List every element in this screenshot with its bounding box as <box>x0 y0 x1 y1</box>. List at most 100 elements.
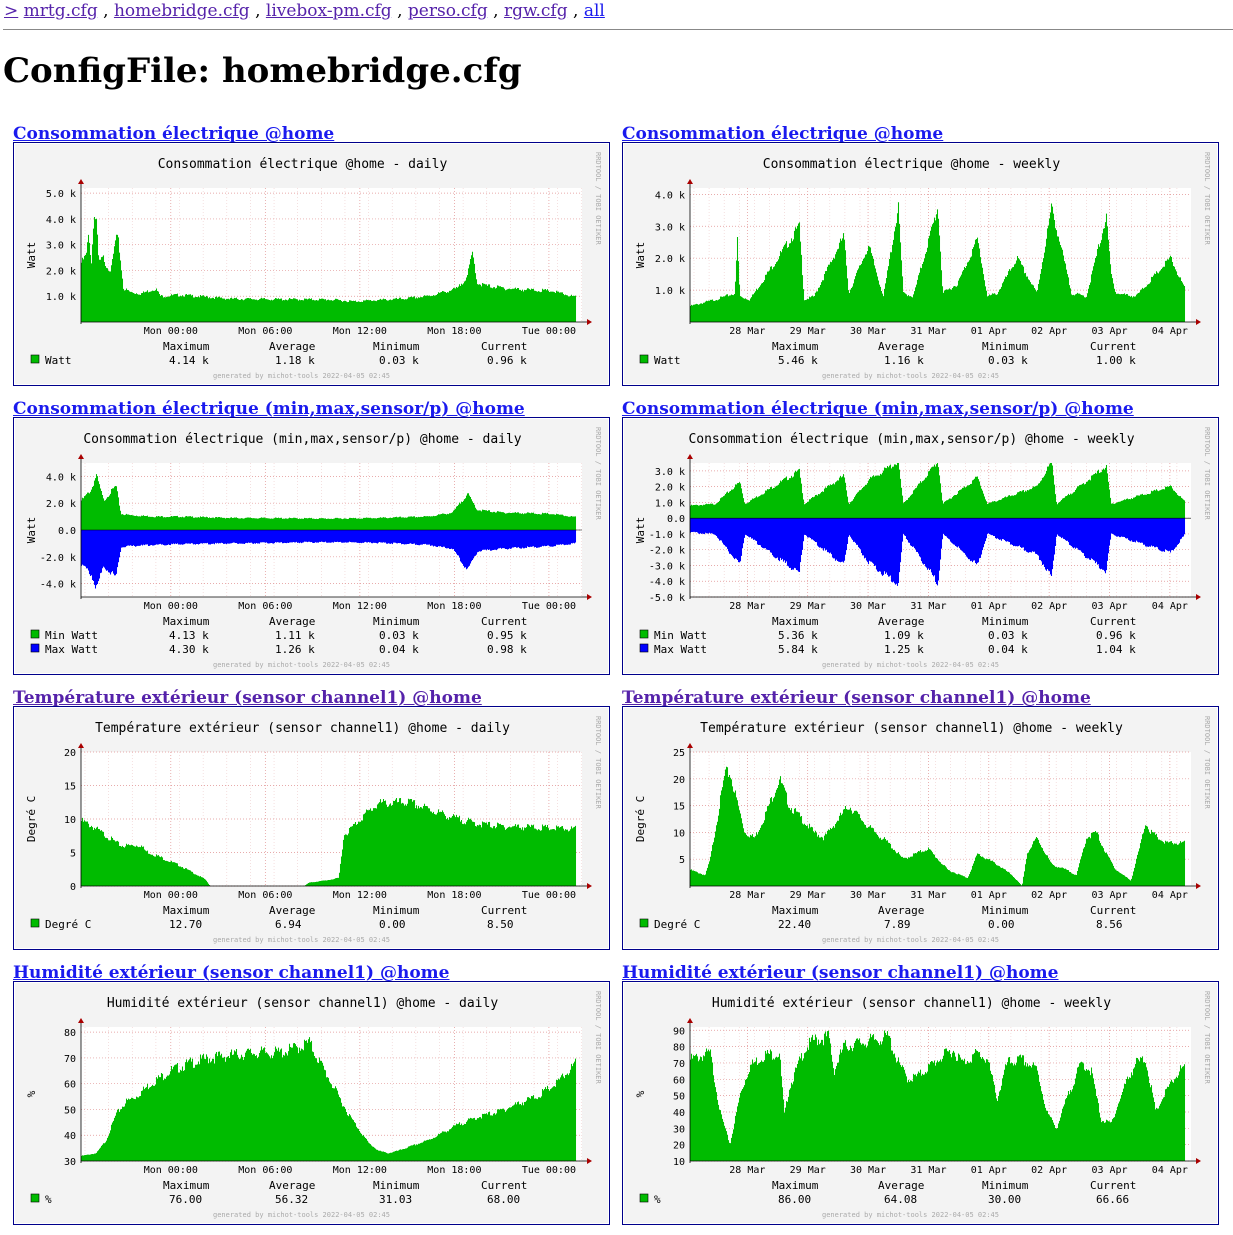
legend-stat-value: 86.00 <box>778 1193 811 1206</box>
legend-label: Min Watt <box>45 629 98 642</box>
nav-link-perso[interactable]: perso.cfg <box>407 1 488 21</box>
legend-label: Max Watt <box>45 643 98 656</box>
x-tick-label: 02 Apr <box>1031 326 1067 337</box>
stat-header: Average <box>878 904 924 917</box>
stat-header: Current <box>1090 340 1136 353</box>
x-tick-label: 29 Mar <box>790 1165 826 1176</box>
x-tick-label: 01 Apr <box>971 601 1007 612</box>
rrdtool-credit: RRDTOOL / TOBI OETIKER <box>594 152 602 246</box>
chart-title: Température extérieur (sensor channel1) … <box>700 721 1123 736</box>
y-tick-label: 80 <box>673 1043 685 1054</box>
graph-link-title[interactable]: Consommation électrique @home <box>13 124 335 144</box>
y-tick-label: -2.0 k <box>649 546 685 557</box>
stat-header: Average <box>269 615 315 628</box>
graph-link-title[interactable]: Humidité extérieur (sensor channel1) @ho… <box>622 963 1059 983</box>
stat-header: Current <box>1090 615 1136 628</box>
graph-link-title[interactable]: Consommation électrique (min,max,sensor/… <box>13 399 525 419</box>
nav-link-homebridge[interactable]: homebridge.cfg <box>113 1 250 21</box>
legend-swatch <box>639 1193 649 1203</box>
chart-power-minmax-daily: Consommation électrique (min,max,sensor/… <box>15 419 608 673</box>
y-axis-arrow <box>78 179 84 184</box>
y-tick-label: 20 <box>673 1141 685 1152</box>
stat-header: Maximum <box>163 1179 210 1192</box>
nav-separator: , <box>493 1 499 21</box>
graph-link-title[interactable]: Consommation électrique @home <box>622 124 944 144</box>
x-tick-label: 29 Mar <box>790 326 826 337</box>
y-axis-label: Watt <box>634 242 647 269</box>
y-tick-label: 40 <box>673 1108 685 1119</box>
x-tick-label: Mon 18:00 <box>427 326 481 337</box>
nav-prefix-link[interactable]: > <box>4 1 19 21</box>
stat-header: Average <box>269 904 315 917</box>
y-tick-label: 4.0 k <box>46 215 76 226</box>
stat-header: Minimum <box>373 615 420 628</box>
stat-header: Minimum <box>982 340 1029 353</box>
legend-label: Degré C <box>45 918 91 931</box>
legend-stat-value: 8.50 <box>487 918 514 931</box>
series-area-0 <box>80 1037 577 1161</box>
y-tick-label: 3.0 k <box>46 241 76 252</box>
graph-link-title[interactable]: Consommation électrique (min,max,sensor/… <box>622 399 1134 419</box>
y-axis-label: % <box>634 1090 647 1097</box>
x-tick-label: Mon 12:00 <box>333 1165 387 1176</box>
x-tick-label: 04 Apr <box>1152 1165 1188 1176</box>
x-tick-label: 04 Apr <box>1152 326 1188 337</box>
nav-link-livebox-pm[interactable]: livebox-pm.cfg <box>265 1 392 21</box>
legend-stat-value: 1.18 k <box>275 354 315 367</box>
legend-stat-value: 1.25 k <box>884 643 924 656</box>
x-tick-label: Tue 00:00 <box>522 601 576 612</box>
x-tick-label: 03 Apr <box>1091 326 1127 337</box>
y-tick-label: 40 <box>64 1131 76 1142</box>
x-tick-label: Mon 18:00 <box>427 601 481 612</box>
generated-footer: generated by michot-tools 2022-04-05 02:… <box>213 372 390 380</box>
stat-header: Maximum <box>772 1179 819 1192</box>
series-0 <box>689 1030 1186 1161</box>
nav-link-rgw[interactable]: rgw.cfg <box>503 1 568 21</box>
legend-stat-value: 0.03 k <box>988 629 1028 642</box>
legend-stat-value: 1.00 k <box>1096 354 1136 367</box>
graph-image-link[interactable]: Température extérieur (sensor channel1) … <box>622 706 1219 950</box>
legend-stat-value: 5.36 k <box>778 629 818 642</box>
legend-label: Watt <box>45 354 72 367</box>
graph-image-link[interactable]: Consommation électrique @home - daily 1.0… <box>13 142 610 386</box>
y-axis-label: Degré C <box>634 796 647 842</box>
stat-header: Current <box>481 1179 527 1192</box>
graph-image-link[interactable]: Humidité extérieur (sensor channel1) @ho… <box>622 981 1219 1225</box>
y-tick-label: 30 <box>64 1157 76 1168</box>
x-tick-label: 31 Mar <box>910 601 946 612</box>
y-axis-label: Watt <box>634 517 647 544</box>
series-area-0 <box>689 1030 1186 1161</box>
nav-separator: , <box>103 1 109 21</box>
x-tick-label: 31 Mar <box>910 890 946 901</box>
graph-link-title[interactable]: Humidité extérieur (sensor channel1) @ho… <box>13 963 450 983</box>
legend-stat-value: 0.04 k <box>379 643 419 656</box>
legend-swatch <box>30 643 40 653</box>
x-tick-label: 01 Apr <box>971 1165 1007 1176</box>
y-tick-label: -3.0 k <box>649 561 685 572</box>
generated-footer: generated by michot-tools 2022-04-05 02:… <box>213 661 390 669</box>
graph-link-title[interactable]: Température extérieur (sensor channel1) … <box>13 688 482 708</box>
y-tick-label: 1.0 k <box>655 286 685 297</box>
x-tick-label: 30 Mar <box>850 1165 886 1176</box>
stat-header: Minimum <box>982 615 1029 628</box>
graph-image-link[interactable]: Humidité extérieur (sensor channel1) @ho… <box>13 981 610 1225</box>
x-tick-label: 03 Apr <box>1091 1165 1127 1176</box>
graph-image-link[interactable]: Température extérieur (sensor channel1) … <box>13 706 610 950</box>
legend-stat-value: 6.94 <box>275 918 302 931</box>
stat-header: Minimum <box>373 340 420 353</box>
graph-image-link[interactable]: Consommation électrique @home - weekly 1.… <box>622 142 1219 386</box>
legend-stat-value: 1.26 k <box>275 643 315 656</box>
legend-stat-value: 5.84 k <box>778 643 818 656</box>
x-axis-arrow <box>587 594 592 600</box>
legend-stat-value: 5.46 k <box>778 354 818 367</box>
stat-header: Current <box>1090 904 1136 917</box>
series-area-0 <box>689 766 1186 886</box>
graph-image-link[interactable]: Consommation électrique (min,max,sensor/… <box>622 417 1219 675</box>
nav-link-mrtg[interactable]: mrtg.cfg <box>23 1 98 21</box>
nav-link-all[interactable]: all <box>583 1 605 21</box>
legend-swatch <box>639 918 649 928</box>
generated-footer: generated by michot-tools 2022-04-05 02:… <box>213 936 390 944</box>
y-axis-label: % <box>25 1090 38 1097</box>
graph-link-title[interactable]: Température extérieur (sensor channel1) … <box>622 688 1091 708</box>
graph-image-link[interactable]: Consommation électrique (min,max,sensor/… <box>13 417 610 675</box>
